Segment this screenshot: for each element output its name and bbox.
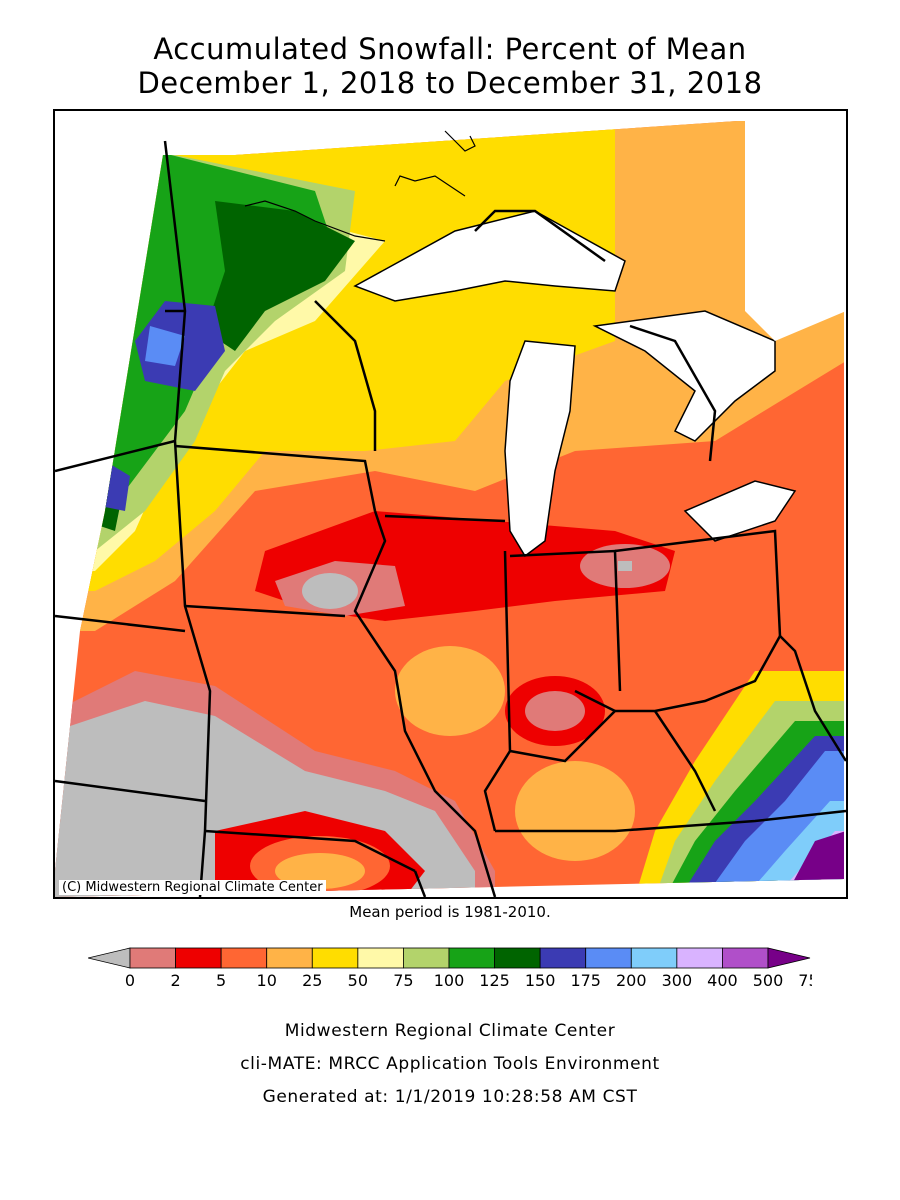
legend-tick-label: 0 xyxy=(125,971,135,990)
legend-swatch-4 xyxy=(266,947,313,969)
legend-scale: 02510255075100125150175200300400500750 xyxy=(87,947,829,990)
copyright-label: (C) Midwestern Regional Climate Center xyxy=(59,880,326,895)
map-title: Accumulated Snowfall: Percent of Mean xyxy=(153,32,747,66)
legend-tick-label: 125 xyxy=(479,971,510,990)
legend-swatch-7 xyxy=(403,947,450,969)
legend-tick-label: 100 xyxy=(434,971,465,990)
legend-swatch-6 xyxy=(357,947,404,969)
legend-swatch-10 xyxy=(539,947,587,969)
legend-swatch-1 xyxy=(129,947,176,969)
legend-tick-label: 500 xyxy=(753,971,784,990)
color-legend: 02510255075100125150175200300400500750 xyxy=(87,946,829,996)
legend-tick-label: 10 xyxy=(257,971,277,990)
legend-swatch-14 xyxy=(722,947,769,969)
legend-swatch-2 xyxy=(175,947,222,969)
legend-swatch-5 xyxy=(311,947,359,969)
legend-swatch-11 xyxy=(585,947,632,969)
footer-generated: Generated at: 1/1/2019 10:28:58 AM CST xyxy=(262,1087,638,1107)
legend-tick-label: 175 xyxy=(570,971,601,990)
footer-org: Midwestern Regional Climate Center xyxy=(284,1021,616,1041)
legend-tick-label: 150 xyxy=(525,971,556,990)
legend-swatch-0 xyxy=(87,947,131,969)
footer-tool: cli-MATE: MRCC Application Tools Environ… xyxy=(240,1054,660,1074)
legend-tick-label: 400 xyxy=(707,971,738,990)
map-date-range: December 1, 2018 to December 31, 2018 xyxy=(137,66,763,100)
legend-tick-label: 25 xyxy=(302,971,322,990)
legend-tick-label: 750 xyxy=(798,971,812,990)
legend-swatch-9 xyxy=(494,947,541,969)
map-canvas xyxy=(55,121,846,897)
legend-swatch-12 xyxy=(630,947,678,969)
legend-tick-label: 200 xyxy=(616,971,647,990)
mean-period-note: Mean period is 1981-2010. xyxy=(349,903,551,921)
legend-swatch-13 xyxy=(676,947,723,969)
snowfall-percent-map: (C) Midwestern Regional Climate Center xyxy=(53,109,848,899)
legend-tick-label: 300 xyxy=(662,971,693,990)
legend-tick-label: 2 xyxy=(170,971,180,990)
legend-tick-label: 5 xyxy=(216,971,226,990)
legend-tick-label: 75 xyxy=(393,971,413,990)
legend-tick-label: 50 xyxy=(348,971,368,990)
legend-swatch-8 xyxy=(448,947,495,969)
legend-swatch-15 xyxy=(767,947,811,969)
legend-swatch-3 xyxy=(220,947,268,969)
